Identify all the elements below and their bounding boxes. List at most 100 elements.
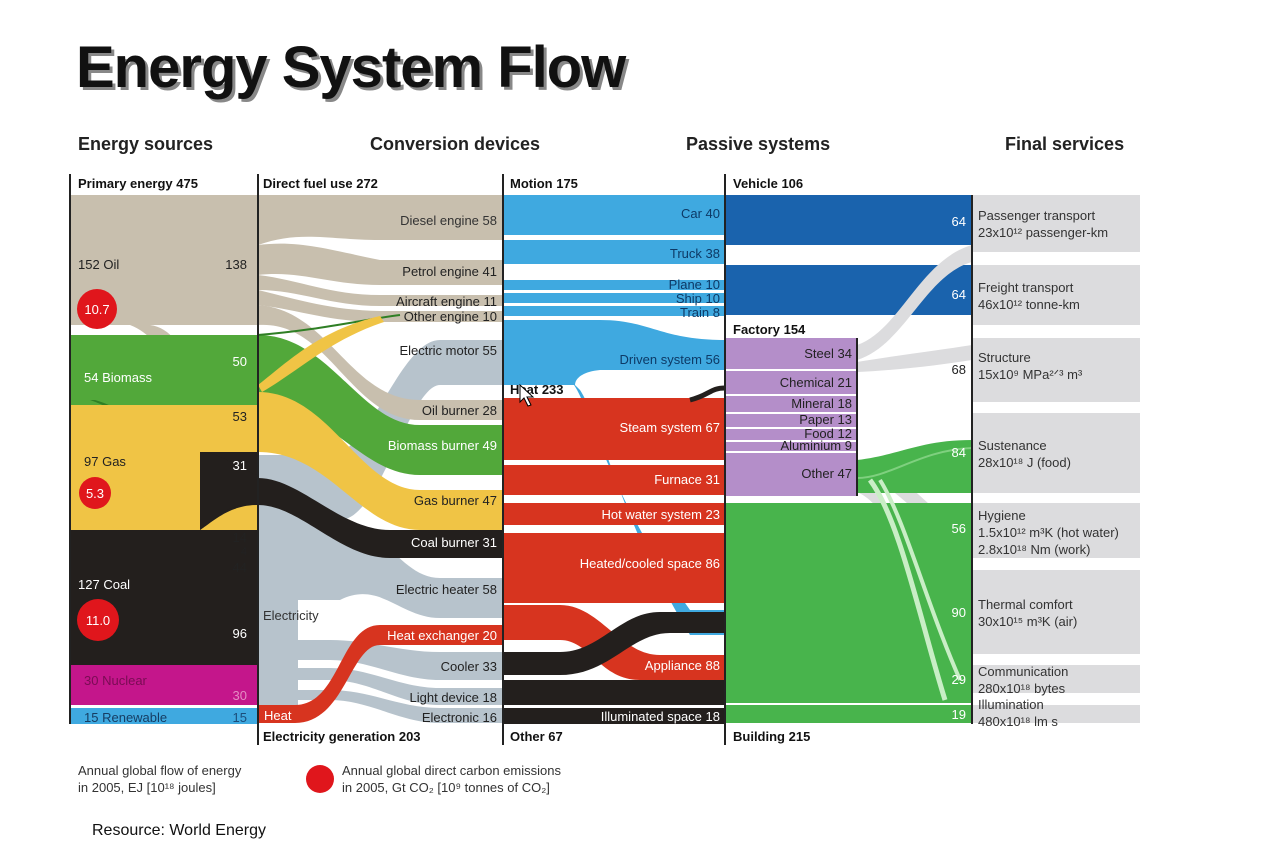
device-biomass-burner: Biomass burner bbox=[388, 438, 480, 453]
final-services-bands bbox=[972, 195, 1140, 723]
emission-legend-icon bbox=[306, 765, 334, 793]
renewable-out-value: 15 bbox=[233, 710, 247, 725]
device-other-engine: Other engine bbox=[404, 309, 479, 324]
svg-text:Other 47: Other 47 bbox=[801, 466, 852, 481]
svg-text:Electronic 16: Electronic 16 bbox=[422, 710, 497, 725]
factory-aluminium: Aluminium bbox=[780, 438, 841, 453]
final-value-freight: 64 bbox=[952, 287, 966, 302]
device-heat-exchanger: Heat exchanger bbox=[387, 628, 479, 643]
factory-food: Food bbox=[804, 426, 834, 441]
svg-text:Heat exchanger 20: Heat exchanger 20 bbox=[387, 628, 497, 643]
svg-text:Primary energy 475: Primary energy 475 bbox=[78, 176, 198, 191]
building-flows bbox=[725, 440, 973, 723]
device-petrol: Petrol engine bbox=[402, 264, 479, 279]
final-value-communication: 29 bbox=[952, 672, 966, 687]
svg-text:Other engine 10: Other engine 10 bbox=[404, 309, 497, 324]
svg-text:1.5x10¹² m³K (hot water): 1.5x10¹² m³K (hot water) bbox=[978, 525, 1119, 540]
svg-text:Vehicle 106: Vehicle 106 bbox=[733, 176, 803, 191]
source-gas-value: 97 bbox=[84, 454, 98, 469]
motion-driven: Driven system bbox=[620, 352, 702, 367]
final-name-thermal: Thermal comfort bbox=[978, 597, 1073, 612]
svg-text:46x10¹² tonne-km: 46x10¹² tonne-km bbox=[978, 297, 1080, 312]
svg-text:Diesel engine 58: Diesel engine 58 bbox=[400, 213, 497, 228]
legend-flow: Annual global flow of energy in 2005, EJ… bbox=[78, 763, 242, 795]
final-value-thermal: 90 bbox=[952, 605, 966, 620]
heat-steam: Steam system bbox=[620, 420, 702, 435]
final-name-passenger: Passenger transport bbox=[978, 208, 1095, 223]
coal-emission-value: 11.0 bbox=[86, 613, 110, 628]
motion-car: Car bbox=[681, 206, 703, 221]
svg-text:Coal burner 31: Coal burner 31 bbox=[411, 535, 497, 550]
vehicle-passenger-band bbox=[725, 195, 972, 245]
resource-credit: Resource: World Energy bbox=[92, 822, 266, 839]
final-value-structure: 68 bbox=[952, 362, 966, 377]
source-biomass-name: Biomass bbox=[102, 370, 152, 385]
other-flows bbox=[503, 385, 726, 724]
svg-text:Illuminated space 18: Illuminated space 18 bbox=[601, 709, 720, 724]
source-nuclear-name: Nuclear bbox=[102, 673, 147, 688]
svg-text:Other 67: Other 67 bbox=[510, 729, 563, 744]
svg-text:Furnace 31: Furnace 31 bbox=[654, 472, 720, 487]
svg-text:Heat 233: Heat 233 bbox=[510, 382, 564, 397]
svg-text:Biomass burner 49: Biomass burner 49 bbox=[388, 438, 497, 453]
factory-header: Factory bbox=[733, 322, 781, 337]
svg-text:Driven system 56: Driven system 56 bbox=[620, 352, 720, 367]
column-header-passive: Passive systems bbox=[686, 134, 831, 154]
svg-text:Factory 154: Factory 154 bbox=[733, 322, 806, 337]
device-electric-motor: Electric motor bbox=[399, 343, 479, 358]
svg-text:15x10⁹ MPa²ᐟ³ m³: 15x10⁹ MPa²ᐟ³ m³ bbox=[978, 367, 1083, 382]
svg-text:15 Renewable: 15 Renewable bbox=[84, 710, 167, 725]
svg-text:280x10¹⁸ bytes: 280x10¹⁸ bytes bbox=[978, 681, 1066, 696]
column-header-sources: Energy sources bbox=[78, 134, 214, 154]
final-value-illumination: 19 bbox=[952, 707, 966, 722]
final-value-passenger: 64 bbox=[952, 214, 966, 229]
motion-ship: Ship bbox=[676, 291, 702, 306]
mouse-cursor-icon bbox=[519, 383, 535, 407]
svg-text:Paper 13: Paper 13 bbox=[799, 412, 852, 427]
source-biomass-value: 54 bbox=[84, 370, 98, 385]
emission-markers: 10.7 5.3 11.0 bbox=[77, 289, 119, 641]
other-header: Other bbox=[510, 729, 545, 744]
nuclear-out-value: 30 bbox=[233, 688, 247, 703]
source-renewable-name: Renewable bbox=[102, 710, 167, 725]
gas-out-value-2: 44 bbox=[233, 560, 247, 575]
svg-text:152 Oil: 152 Oil bbox=[78, 257, 119, 272]
final-name-illumination: Illumination bbox=[978, 697, 1044, 712]
oil-out-value-2: 14 bbox=[233, 530, 247, 545]
svg-text:Hot water system 23: Hot water system 23 bbox=[601, 507, 720, 522]
svg-text:28x10¹⁸ J (food): 28x10¹⁸ J (food) bbox=[978, 455, 1071, 470]
svg-text:Oil burner 28: Oil burner 28 bbox=[422, 403, 497, 418]
building-header: Building bbox=[733, 729, 785, 744]
svg-text:23x10¹² passenger-km: 23x10¹² passenger-km bbox=[978, 225, 1108, 240]
device-gas-burner: Gas burner bbox=[414, 493, 480, 508]
source-coal-name: Coal bbox=[103, 577, 130, 592]
source-oil-value: 152 bbox=[78, 257, 100, 272]
svg-text:Truck 38: Truck 38 bbox=[670, 246, 720, 261]
electricity-generation-header: Electricity generation bbox=[263, 729, 395, 744]
biomass-out-value-2: 4 bbox=[241, 546, 247, 558]
page-title: Energy System Flow bbox=[76, 35, 626, 100]
device-electric-heater: Electric heater bbox=[396, 582, 480, 597]
gas-emission-value: 5.3 bbox=[86, 486, 104, 501]
device-diesel: Diesel engine bbox=[400, 213, 479, 228]
motion-train: Train bbox=[680, 305, 709, 320]
column-header-conversion: Conversion devices bbox=[370, 134, 541, 154]
final-value-hygiene: 56 bbox=[952, 521, 966, 536]
final-name-hygiene: Hygiene bbox=[978, 508, 1026, 523]
svg-text:54 Biomass: 54 Biomass bbox=[84, 370, 152, 385]
heat-exchanger-flow bbox=[258, 625, 503, 723]
column-rules bbox=[69, 174, 973, 745]
gas-out-value: 53 bbox=[233, 409, 247, 424]
other-illuminated: Illuminated space bbox=[601, 709, 702, 724]
svg-text:Food 12: Food 12 bbox=[804, 426, 852, 441]
electricity-label: Electricity bbox=[263, 608, 319, 623]
svg-text:480x10¹⁸ lm s: 480x10¹⁸ lm s bbox=[978, 714, 1058, 729]
motion-plane: Plane bbox=[669, 277, 702, 292]
svg-text:Steel 34: Steel 34 bbox=[804, 346, 852, 361]
svg-text:Direct fuel use 272: Direct fuel use 272 bbox=[263, 176, 378, 191]
svg-text:Plane 10: Plane 10 bbox=[669, 277, 720, 292]
oil-out-value: 138 bbox=[225, 257, 247, 272]
heat-heated-cooled: Heated/cooled space 86 bbox=[580, 556, 720, 571]
factory-mineral: Mineral bbox=[791, 396, 834, 411]
